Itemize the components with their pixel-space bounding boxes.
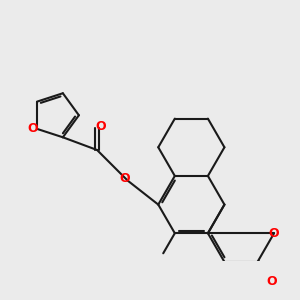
- Text: O: O: [266, 275, 277, 288]
- Text: O: O: [269, 227, 279, 240]
- Text: O: O: [120, 172, 130, 185]
- Text: O: O: [95, 120, 106, 133]
- Text: O: O: [28, 122, 38, 135]
